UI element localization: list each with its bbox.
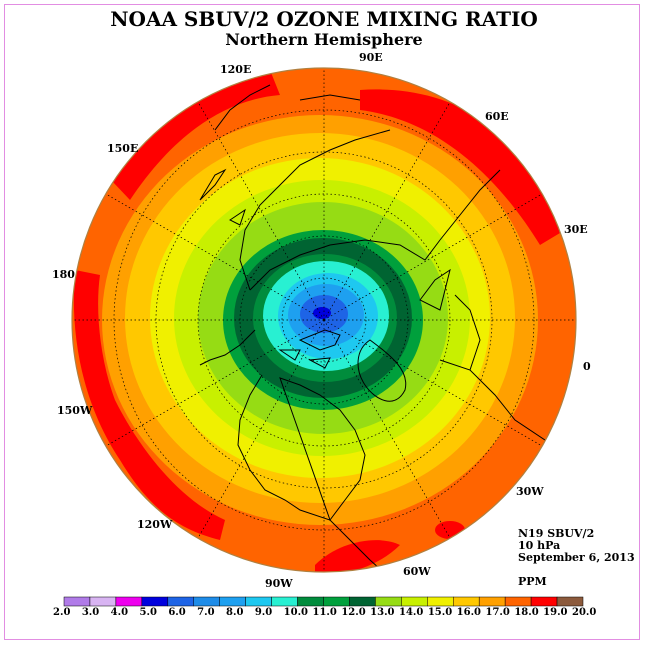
colorbar-tick-label: 12.0 xyxy=(341,607,366,618)
colorbar-tick-label: 17.0 xyxy=(485,607,510,618)
lon-label-30e: 30E xyxy=(564,223,588,236)
colorbar-tick-label: 5.0 xyxy=(139,607,157,618)
ozone-max-region xyxy=(92,68,280,200)
colorbar-tick-label: 9.0 xyxy=(254,607,273,618)
colorbar-swatch xyxy=(89,596,117,607)
colorbar-swatch xyxy=(115,596,143,607)
pressure-level-label: 10 hPa xyxy=(518,539,561,552)
colorbar-swatch xyxy=(478,596,506,607)
colorbar-swatch xyxy=(271,596,298,607)
colorbar-tick-label: 15.0 xyxy=(427,607,453,618)
lon-label-0: 0 xyxy=(583,360,591,373)
colorbar-swatch xyxy=(349,596,376,607)
ozone-max-region xyxy=(315,540,400,572)
colorbar-swatch xyxy=(297,596,324,607)
lon-label-150e: 150E xyxy=(107,142,139,155)
lon-label-60e: 60E xyxy=(485,110,509,123)
colorbar-tick-label: 8.0 xyxy=(226,607,244,618)
colorbar-swatch xyxy=(504,596,532,607)
colorbar-swatch xyxy=(453,596,480,607)
colorbar-swatch xyxy=(167,596,195,607)
colorbar-tick-label: 16.0 xyxy=(456,607,482,618)
map-subtitle: Northern Hemisphere xyxy=(225,30,423,49)
colorbar-swatch xyxy=(219,596,246,607)
lon-label-120e: 120E xyxy=(220,63,252,76)
coastlines xyxy=(199,84,576,572)
colorbar-tick-label: 11.0 xyxy=(312,607,337,618)
colorbar-tick-label: 7.0 xyxy=(197,607,215,618)
colorbar-tick-label: 18.0 xyxy=(514,607,539,618)
units-label: PPM xyxy=(518,575,547,588)
colorbar-swatch xyxy=(375,596,402,607)
lon-label-30w: 30W xyxy=(516,485,544,498)
lon-label-120w: 120W xyxy=(137,518,173,531)
colorbar-swatch xyxy=(401,596,428,607)
map-title: NOAA SBUV/2 OZONE MIXING RATIO xyxy=(110,7,538,31)
colorbar-tick-label: 4.0 xyxy=(110,607,129,618)
figure-frame xyxy=(4,4,640,640)
lon-label-150w: 150W xyxy=(57,404,93,417)
colorbar-tick-label: 19.0 xyxy=(543,607,568,618)
colorbar xyxy=(63,596,584,607)
colorbar-tick-label: 20.0 xyxy=(572,607,597,618)
lon-label-90e: 90E xyxy=(359,51,383,64)
instrument-label: N19 SBUV/2 xyxy=(518,527,595,540)
colorbar-tick-label: 10.0 xyxy=(283,607,309,618)
colorbar-tick-label: 6.0 xyxy=(168,607,186,618)
colorbar-tick-label: 14.0 xyxy=(399,607,424,618)
colorbar-swatch xyxy=(245,596,272,607)
colorbar-swatch xyxy=(323,596,350,607)
ozone-max-region xyxy=(435,521,465,539)
date-label: September 6, 2013 xyxy=(518,551,635,564)
ozone-field xyxy=(72,68,576,572)
colorbar-swatch xyxy=(427,596,454,607)
ozone-max-region xyxy=(360,89,565,245)
colorbar-swatch xyxy=(530,596,558,607)
lon-label-180: 180 xyxy=(52,268,75,281)
colorbar-swatch xyxy=(193,596,220,607)
colorbar-tick-label: 13.0 xyxy=(370,607,395,618)
colorbar-swatch xyxy=(63,596,91,607)
colorbar-swatch xyxy=(141,596,169,607)
colorbar-swatch xyxy=(556,596,584,607)
lon-label-60w: 60W xyxy=(403,565,431,578)
lon-label-90w: 90W xyxy=(265,577,293,590)
colorbar-tick-label: 2.0 xyxy=(53,607,71,618)
ozone-max-region xyxy=(73,270,225,540)
map-boundary xyxy=(71,67,577,573)
colorbar-tick-label: 3.0 xyxy=(81,607,100,618)
